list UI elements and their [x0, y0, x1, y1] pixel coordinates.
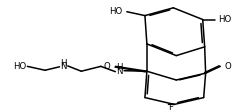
Text: F: F	[168, 102, 173, 112]
Text: N: N	[60, 62, 67, 71]
Text: HO: HO	[109, 7, 122, 16]
Text: HO: HO	[219, 15, 232, 24]
Text: HO: HO	[13, 62, 26, 71]
Text: H: H	[60, 59, 67, 68]
Text: N: N	[116, 67, 123, 76]
Text: O: O	[224, 62, 231, 71]
Text: H: H	[116, 64, 123, 72]
Text: O: O	[104, 62, 110, 71]
